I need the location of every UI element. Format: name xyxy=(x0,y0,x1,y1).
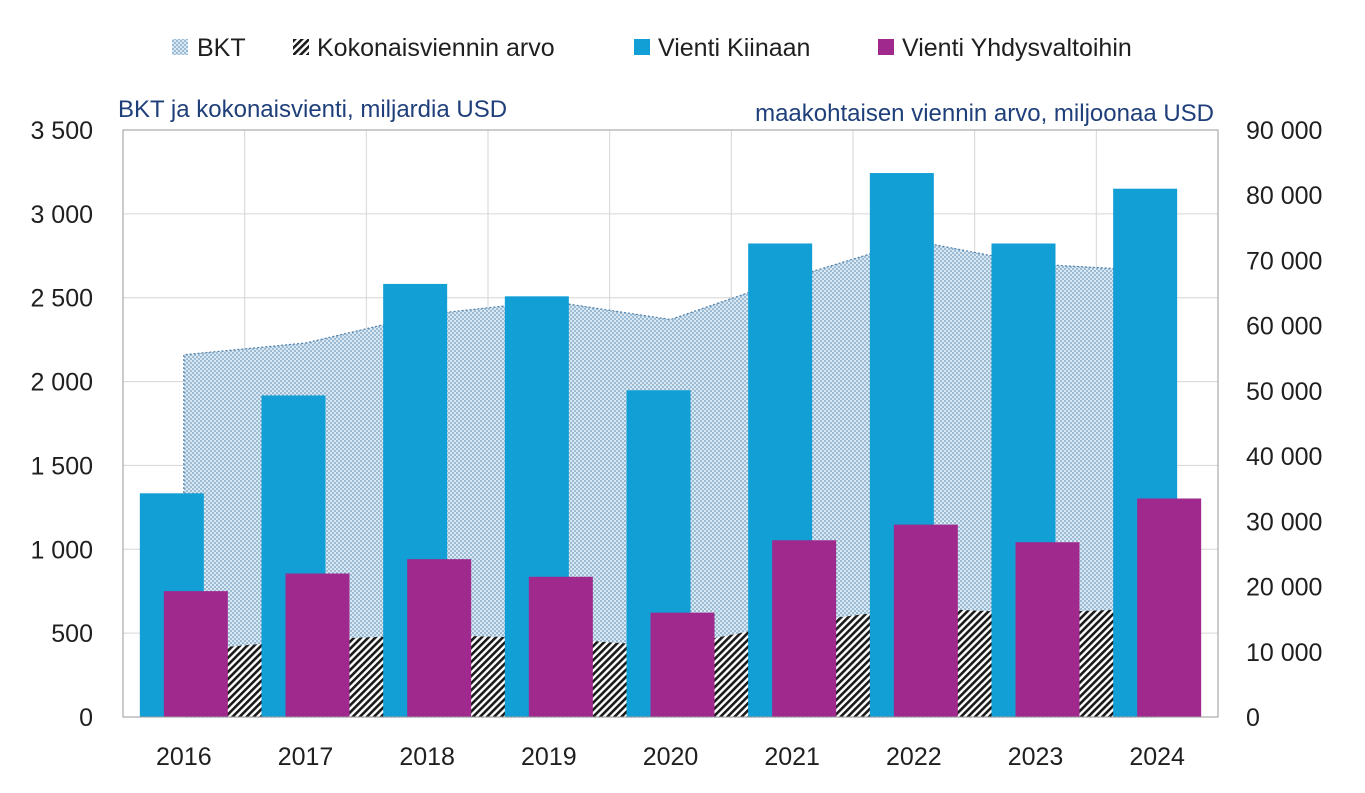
x-tick-label: 2016 xyxy=(156,743,212,771)
bar-usa xyxy=(893,524,958,717)
right-tick-label: 50 000 xyxy=(1246,378,1322,406)
legend: BKT Kokonaisviennin arvo Vienti Kiinaan … xyxy=(172,34,1132,62)
right-tick-label: 90 000 xyxy=(1246,117,1322,145)
left-tick-label: 1 500 xyxy=(30,452,93,480)
left-tick-label: 0 xyxy=(79,704,93,732)
legend-label-china: Vienti Kiinaan xyxy=(658,34,810,62)
bar-usa xyxy=(407,559,472,717)
left-tick-label: 1 000 xyxy=(30,536,93,564)
right-tick-label: 0 xyxy=(1246,704,1260,732)
left-tick-label: 3 000 xyxy=(30,201,93,229)
left-tick-label: 500 xyxy=(51,620,93,648)
left-tick-label: 2 000 xyxy=(30,369,93,397)
x-tick-label: 2023 xyxy=(1008,743,1064,771)
bar-usa xyxy=(528,576,593,717)
x-tick-label: 2024 xyxy=(1129,743,1185,771)
left-tick-label: 3 500 xyxy=(30,117,93,145)
bar-series xyxy=(139,173,1202,718)
left-axis-title: BKT ja kokonaisvienti, miljardia USD xyxy=(118,96,507,123)
bar-usa xyxy=(772,540,837,717)
right-tick-label: 10 000 xyxy=(1246,639,1322,667)
x-tick-label: 2020 xyxy=(643,743,699,771)
legend-swatch-china xyxy=(634,39,650,55)
legend-swatch-total-exports xyxy=(293,39,309,55)
x-tick-label: 2019 xyxy=(521,743,577,771)
right-tick-label: 40 000 xyxy=(1246,443,1322,471)
bar-usa xyxy=(163,591,228,717)
legend-swatch-bkt xyxy=(172,39,188,55)
x-tick-label: 2022 xyxy=(886,743,942,771)
right-tick-label: 60 000 xyxy=(1246,313,1322,341)
right-axis-ticks: 0 10 000 20 000 30 000 40 000 50 000 60 000 70 … xyxy=(1246,117,1322,732)
right-tick-label: 80 000 xyxy=(1246,182,1322,210)
left-tick-label: 2 500 xyxy=(30,285,93,313)
x-tick-label: 2017 xyxy=(278,743,334,771)
right-tick-label: 20 000 xyxy=(1246,574,1322,602)
x-axis-ticks: 2016 2017 2018 2019 2020 2021 2022 2023 2024 xyxy=(156,743,1185,771)
legend-label-usa: Vienti Yhdysvaltoihin xyxy=(902,34,1132,62)
bar-usa xyxy=(650,612,715,717)
right-axis-title: maakohtaisen viennin arvo, miljoonaa USD xyxy=(755,100,1214,127)
legend-label-total-exports: Kokonaisviennin arvo xyxy=(317,34,555,62)
right-tick-label: 30 000 xyxy=(1246,508,1322,536)
bar-usa xyxy=(285,573,350,717)
bar-usa xyxy=(1137,498,1202,717)
legend-swatch-usa xyxy=(878,39,894,55)
x-tick-label: 2018 xyxy=(399,743,455,771)
right-tick-label: 70 000 xyxy=(1246,247,1322,275)
left-axis-ticks: 0 500 1 000 1 500 2 000 2 500 3 000 3 500 xyxy=(30,117,93,732)
bar-usa xyxy=(1015,542,1080,717)
legend-label-bkt: BKT xyxy=(197,34,246,62)
x-tick-label: 2021 xyxy=(764,743,820,771)
plot-frame xyxy=(122,129,1219,718)
